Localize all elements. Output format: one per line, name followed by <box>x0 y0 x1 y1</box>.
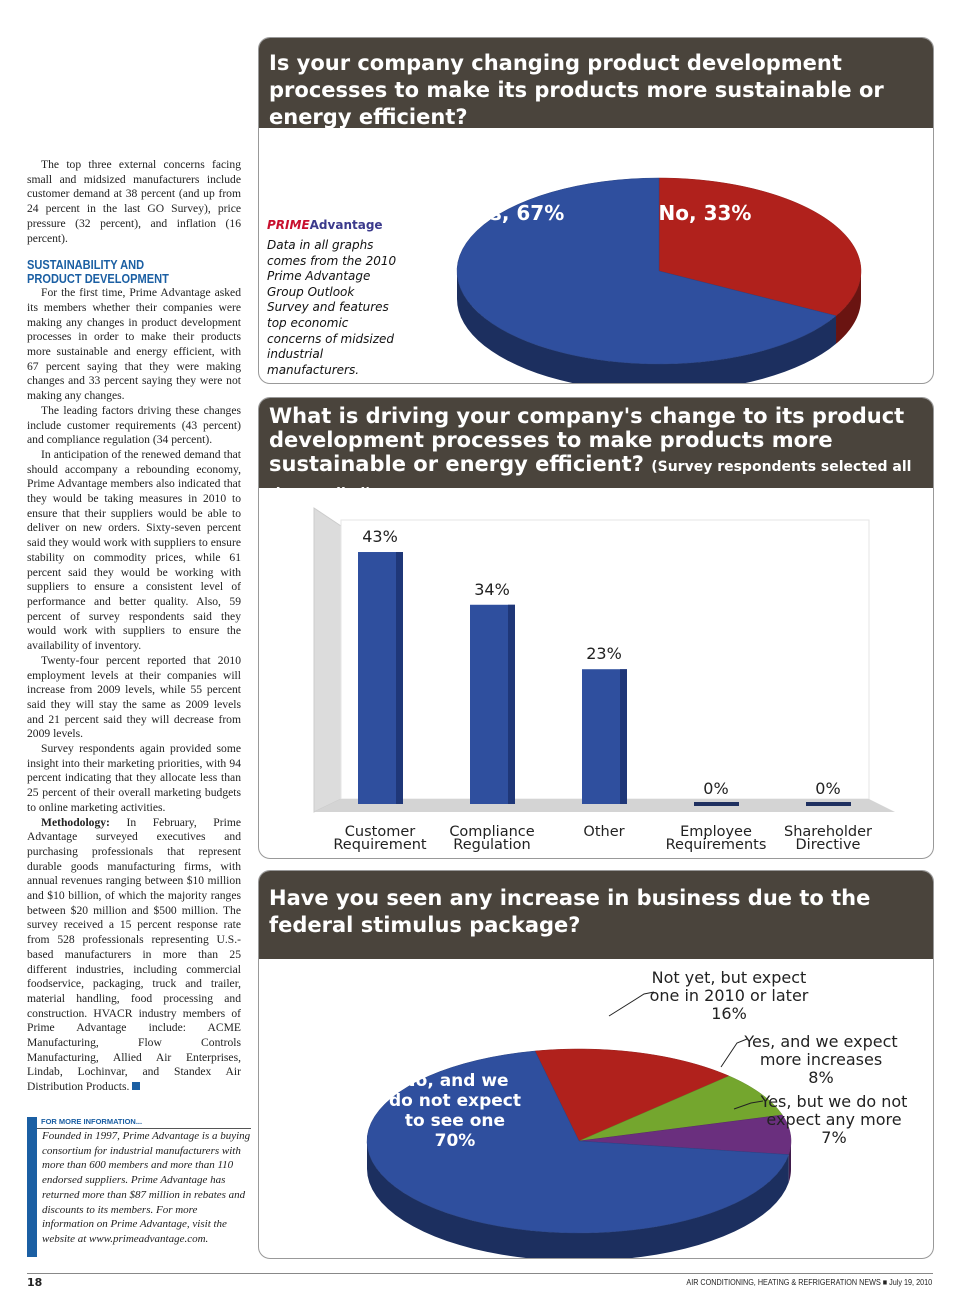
slice-label-no: No, 33% <box>659 201 752 225</box>
article-paragraph: The top three external concerns facing s… <box>27 158 241 245</box>
category-label: Compliance Regulation <box>449 824 534 853</box>
slice-label-yes: Yes, 67% <box>463 201 565 225</box>
methodology-lead: Methodology: <box>41 815 110 829</box>
prime-advantage-logo: PRIMEAdvantage <box>267 218 383 232</box>
pie-chart: Yes, 67% No, 33% <box>456 177 862 383</box>
pie-slice <box>578 1075 783 1142</box>
article-paragraph: The leading factors driving these change… <box>27 403 241 447</box>
heading-line: SUSTAINABILITY AND <box>27 257 145 273</box>
data-label: 34% <box>474 580 510 599</box>
pie-slice <box>578 1114 792 1155</box>
slice-label-no: No, and we do not expect to see one 70% <box>389 1071 521 1151</box>
leader-line <box>733 1100 764 1110</box>
chart-panel-drivers: What is driving your company's change to… <box>258 397 934 859</box>
source-note: Data in all graphs comes from the 2010 P… <box>267 238 397 377</box>
leader-line <box>720 1038 748 1068</box>
bar <box>694 802 739 806</box>
bar <box>358 552 403 804</box>
pie-slice <box>534 1048 730 1142</box>
end-mark-icon <box>132 1082 141 1091</box>
data-label: 23% <box>586 644 622 663</box>
pie-slice-side <box>788 1141 791 1183</box>
slice-label-not-yet: Not yet, but expect one in 2010 or later 1… <box>650 968 809 1023</box>
category-label: Shareholder Directive <box>784 824 872 853</box>
article-paragraph: Methodology: In February, Prime Advantag… <box>27 816 241 1095</box>
logo-prime: PRIME <box>267 218 310 232</box>
heading-line: PRODUCT DEVELOPMENT <box>27 271 169 287</box>
bar-chart: 43% Customer Requirement 34% Compliance Regul… <box>313 507 895 853</box>
chart-title: What is driving your company's change to… <box>269 404 905 476</box>
logo-advantage: Advantage <box>309 218 383 232</box>
bar <box>470 604 515 804</box>
data-label: 43% <box>362 527 398 546</box>
pie-chart: No, and we do not expect to see one 70% Not … <box>366 968 908 1258</box>
article-paragraph: For the first time, Prime Advantage aske… <box>27 286 241 403</box>
article-paragraph: In anticipation of the renewed demand th… <box>27 447 241 653</box>
chart-side-wall <box>313 507 342 813</box>
slice-label-yes-no-more: Yes, but we do not expect any more 7% <box>760 1092 908 1147</box>
bar-side <box>396 552 403 804</box>
category-label: Other <box>583 824 624 840</box>
bar-side <box>620 669 627 804</box>
chart-panel-sustainability: Is your company changing product develop… <box>258 37 934 384</box>
article-column: The top three external concerns facing s… <box>27 158 241 1095</box>
more-info-sidebar: FOR MORE INFORMATION... Founded in 1997,… <box>27 1117 251 1257</box>
bar <box>582 669 627 804</box>
chart-title: Have you seen any increase in business d… <box>259 871 933 959</box>
sidebar-heading: FOR MORE INFORMATION... <box>37 1117 251 1129</box>
sidebar-body: Founded in 1997, Prime Advantage is a bu… <box>42 1130 251 1245</box>
pie-slice-side <box>836 271 861 344</box>
pie-slice <box>456 177 837 365</box>
category-label: Customer Requirement <box>333 824 427 853</box>
chart-floor <box>314 799 895 812</box>
bar <box>806 802 851 806</box>
leader-line <box>608 991 655 1017</box>
chart-title: Is your company changing product develop… <box>259 38 933 129</box>
category-label: Employee Requirements <box>666 824 767 853</box>
publication-name: AIR CONDITIONING, HEATING & REFRIGERATIO… <box>686 1277 932 1287</box>
bar-side <box>508 604 515 804</box>
chart-panel-stimulus: Have you seen any increase in business d… <box>258 870 934 1259</box>
data-label: 0% <box>703 779 728 798</box>
page-number: 18 <box>27 1276 43 1289</box>
article-paragraph: Survey respondents again provided some i… <box>27 742 241 814</box>
article-paragraph: Twenty-four percent reported that 2010 e… <box>27 653 241 741</box>
pie-slice-side <box>367 1141 789 1258</box>
data-label: 0% <box>815 779 840 798</box>
pie-slice-side <box>457 271 837 383</box>
section-heading: SUSTAINABILITY AND PRODUCT DEVELOPMENT <box>27 258 209 286</box>
chart-title-block: What is driving your company's change to… <box>259 398 933 502</box>
pie-slice <box>658 177 862 317</box>
pie-slice <box>366 1050 790 1234</box>
methodology-text: In February, Prime Advantage surveyed ex… <box>27 815 241 1094</box>
footer-divider <box>27 1273 933 1274</box>
slice-label-yes-more: Yes, and we expect more increases 8% <box>743 1032 897 1087</box>
chart-subtitle: (Survey respondents selected all that ap… <box>269 459 912 502</box>
